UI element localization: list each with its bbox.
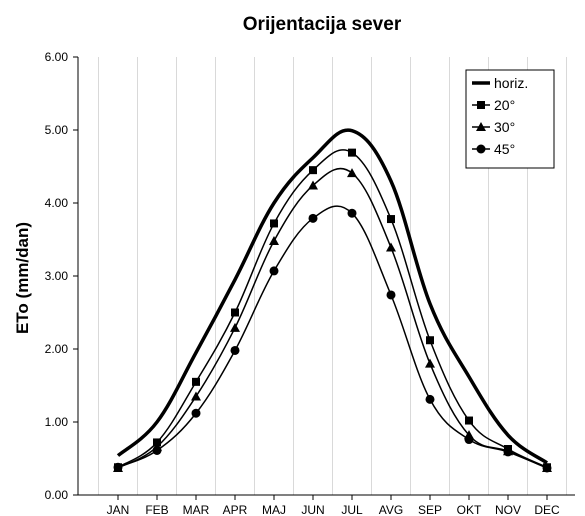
chart-title: Orijentacija sever — [243, 14, 402, 35]
series-group — [113, 128, 552, 473]
data-point — [231, 308, 239, 317]
y-tick-label: 0.00 — [45, 488, 69, 502]
data-point — [425, 394, 435, 404]
x-tick-label: MAR — [183, 503, 210, 516]
x-tick-label: SEP — [418, 503, 442, 516]
data-point — [152, 445, 162, 455]
data-point — [270, 219, 278, 228]
y-tick-labels: 0.00 1.00 2.00 3.00 4.00 5.00 6.00 — [45, 50, 69, 502]
data-point — [348, 148, 356, 157]
x-tick-label: OKT — [457, 503, 482, 516]
data-point — [386, 242, 396, 252]
data-point — [113, 462, 123, 472]
y-axis-label: ETo (mm/dan) — [13, 222, 32, 334]
data-point — [503, 447, 513, 457]
legend-label: 20° — [494, 97, 515, 113]
data-point — [464, 435, 474, 445]
y-tick-label: 2.00 — [45, 342, 69, 356]
data-point — [347, 168, 357, 178]
legend-label: horiz. — [494, 75, 528, 91]
data-point — [269, 266, 279, 276]
legend-marker — [476, 122, 486, 131]
data-point — [542, 463, 552, 473]
y-tick-label: 6.00 — [45, 50, 69, 64]
data-point — [230, 322, 240, 332]
y-tick-label: 4.00 — [45, 196, 69, 210]
data-point — [230, 345, 240, 355]
x-tick-label: FEB — [145, 503, 168, 516]
data-point — [347, 208, 357, 218]
x-tick-label: MAJ — [262, 503, 286, 516]
x-tick-label: JAN — [107, 503, 130, 516]
data-point — [192, 377, 200, 386]
data-point — [309, 166, 317, 175]
x-tick-label: AVG — [379, 503, 403, 516]
series-3 — [113, 205, 552, 473]
legend-marker — [476, 144, 486, 154]
data-point — [269, 235, 279, 245]
legend-label: 30° — [494, 119, 515, 135]
axes — [73, 56, 575, 500]
x-tick-labels: JAN FEB MAR APR MAJ JUN JUL AVG SEP OKT NOV DEC — [107, 503, 560, 516]
x-tick-label: JUL — [341, 503, 363, 516]
series-0 — [116, 128, 549, 465]
y-tick-label: 5.00 — [45, 123, 69, 137]
y-tick-label: 3.00 — [45, 269, 69, 283]
data-point — [386, 290, 396, 300]
legend-label: 45° — [494, 141, 515, 157]
data-point — [465, 416, 473, 425]
legend-marker — [477, 101, 485, 109]
x-tick-label: NOV — [495, 503, 521, 516]
x-tick-label: JUN — [301, 503, 324, 516]
legend: horiz. 20° 30° 45° — [465, 69, 555, 169]
series-line — [116, 128, 549, 465]
data-point — [387, 215, 395, 224]
x-tick-label: APR — [223, 503, 248, 516]
data-point — [191, 391, 201, 401]
data-point — [308, 180, 318, 190]
data-point — [191, 408, 201, 418]
y-tick-label: 1.00 — [45, 415, 69, 429]
data-point — [308, 213, 318, 223]
x-tick-label: DEC — [534, 503, 560, 516]
data-point — [426, 336, 434, 345]
data-point — [425, 358, 435, 368]
